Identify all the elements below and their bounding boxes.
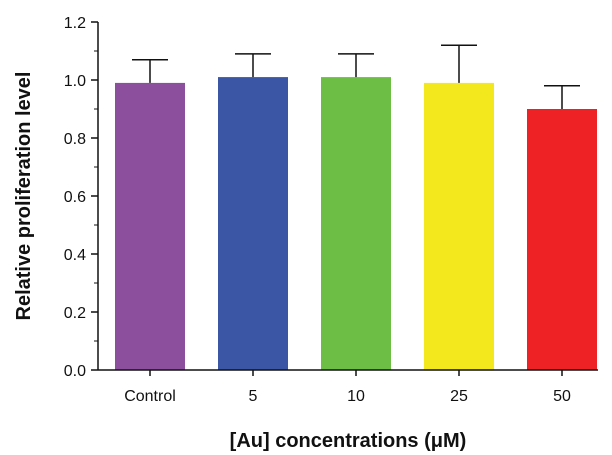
y-tick-label: 0.4 [64,247,86,264]
bar-control [115,82,185,371]
y-ticks: 0.0 0.2 0.4 0.6 0.8 1.0 1.2 [64,15,98,380]
x-ticks: Control 5 10 25 50 [124,370,571,405]
error-bars [132,44,580,109]
y-tick-label: 0.6 [64,189,86,206]
y-tick-label: 0.8 [64,131,86,148]
bar-5 [218,77,288,370]
x-tick-label: 25 [450,388,468,405]
bar-50 [527,109,597,370]
y-tick-label: 0.0 [64,363,86,380]
x-axis-title: [Au] concentrations (μM) [230,430,467,452]
y-axis-title: Relative proliferation level [13,72,35,321]
x-tick-label: 10 [347,388,365,405]
y-tick-label: 1.0 [64,73,86,90]
y-tick-label: 0.2 [64,305,86,322]
x-tick-label: Control [124,388,176,405]
bar-25 [424,82,494,371]
y-tick-label: 1.2 [64,15,86,32]
bar-10 [321,77,391,370]
x-tick-label: 5 [249,388,258,405]
bars [115,77,597,371]
x-tick-label: 50 [553,388,571,405]
